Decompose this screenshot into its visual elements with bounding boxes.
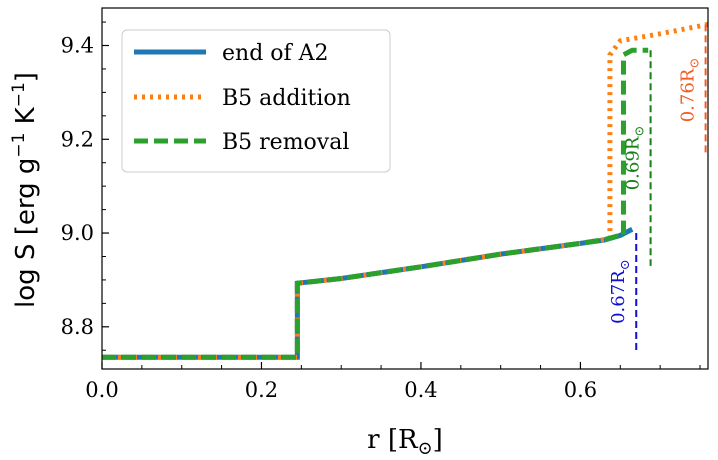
radius-marker-sub-3: ⊙ [688, 58, 703, 69]
x-axis-title: r [R⊙] [367, 425, 443, 459]
legend-label-end-of-a2: end of A2 [222, 41, 329, 66]
legend: end of A2 B5 addition B5 removal [121, 29, 391, 173]
y-axis-title-main: log S [erg g [11, 158, 41, 308]
tick-layer: 0.0 0.2 0.4 0.6 8.8 9.0 9.2 9.4 [61, 21, 701, 402]
x-tick-label: 0.0 [85, 378, 118, 402]
x-tick-label: 0.6 [564, 378, 597, 402]
y-tick-label: 9.2 [61, 127, 94, 151]
x-tick-label: 0.4 [404, 378, 437, 402]
series-line-b5-removal [102, 47, 649, 360]
radius-marker-value-2: 0.69R [623, 136, 644, 190]
radius-marker-value-1: 0.67R [608, 270, 629, 324]
x-axis-title-close: ] [433, 425, 443, 455]
x-axis-title-main: r [R [367, 425, 419, 455]
legend-box [121, 29, 391, 173]
radius-marker-sub-1: ⊙ [618, 259, 633, 270]
radius-marker-sub-2: ⊙ [633, 126, 648, 137]
legend-label-b5-removal: B5 removal [222, 130, 349, 155]
y-axis-title-mid: K [11, 106, 41, 132]
y-tick-label: 9.0 [61, 221, 94, 245]
legend-label-b5-addition: B5 addition [222, 86, 351, 111]
plot-frame [101, 7, 709, 370]
y-axis-title: log S [erg g−1 K−1] [9, 72, 41, 308]
x-axis-title-sub: ⊙ [418, 438, 433, 459]
annotation-layer: 0.67R⊙0.69R⊙0.76R⊙ [608, 24, 707, 351]
y-axis-title-sup2: −1 [9, 82, 29, 107]
radius-marker-label-2: 0.69R⊙ [623, 126, 648, 191]
plot-area: 0.67R⊙0.69R⊙0.76R⊙ 0.0 0.2 0.4 0.68.89.09.2… [61, 7, 709, 402]
series-line-b5-addition [102, 21, 708, 360]
radius-marker-value-3: 0.76R [678, 68, 699, 122]
y-tick-label: 9.4 [61, 34, 94, 58]
radius-marker-label-3: 0.76R⊙ [678, 58, 703, 123]
y-axis-title-close: ] [11, 72, 41, 82]
y-axis-title-sup1: −1 [9, 133, 29, 158]
radius-marker-label-1: 0.67R⊙ [608, 259, 633, 324]
x-tick-label: 0.2 [245, 378, 278, 402]
series-layer [102, 21, 708, 360]
y-tick-label: 8.8 [61, 315, 94, 339]
